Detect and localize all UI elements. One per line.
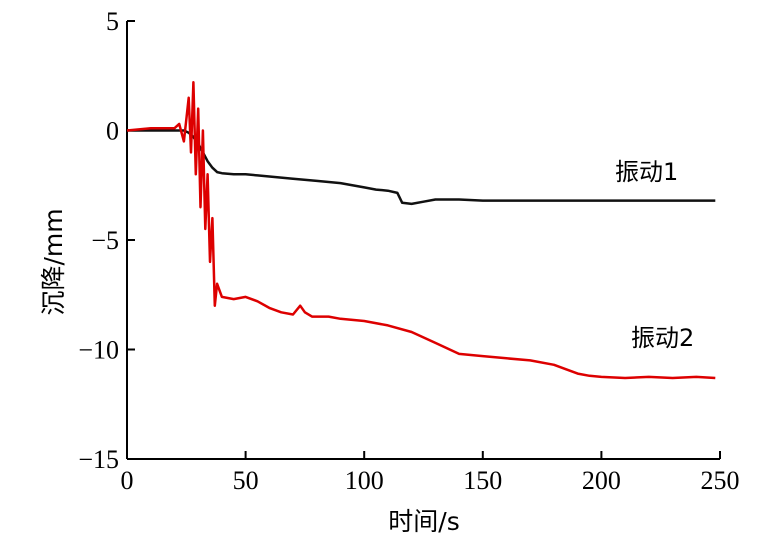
- series-label-vibration-1: 振动1: [615, 158, 678, 186]
- x-tick-label: 250: [701, 466, 740, 495]
- x-tick-label: 150: [463, 466, 502, 495]
- y-tick-label: 5: [106, 7, 119, 36]
- x-tick-label: 0: [121, 466, 134, 495]
- x-axis-label: 时间/s: [388, 507, 459, 536]
- x-tick-label: 200: [582, 466, 621, 495]
- x-tick-label: 100: [345, 466, 384, 495]
- y-tick-label: −5: [91, 226, 119, 255]
- series-lines: [126, 81, 716, 380]
- y-tick-label: −15: [78, 445, 119, 474]
- y-tick-label: 0: [106, 117, 119, 146]
- y-tick-label: −10: [78, 336, 119, 365]
- series-line-2: [126, 81, 716, 380]
- x-tick-label: 50: [233, 466, 259, 495]
- y-ticks: 5 0 −5 −10 −15: [78, 7, 135, 474]
- y-axis-label: 沉降/mm: [39, 208, 68, 315]
- x-ticks: 0 50 100 150 200 250: [121, 451, 740, 495]
- series-label-vibration-2: 振动2: [631, 324, 694, 352]
- plot-area: [126, 21, 720, 460]
